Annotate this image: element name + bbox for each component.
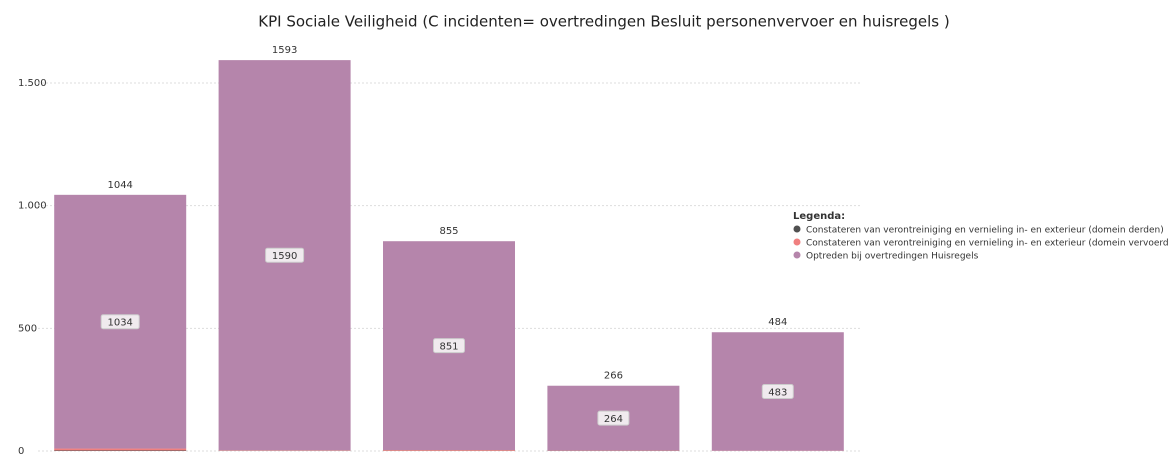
chart-title: KPI Sociale Veiligheid (C incidenten= ov… (258, 13, 949, 31)
data-label: 483 (768, 387, 787, 398)
bar-segment (54, 448, 187, 451)
legend-swatch (793, 225, 801, 233)
data-label-box (265, 247, 305, 263)
data-label-box (761, 383, 794, 399)
legend-label: Constateren van verontreiniging en verni… (806, 226, 1164, 236)
y-tick-label: 0 (18, 446, 24, 457)
data-label-box (433, 338, 465, 354)
y-tick-label: 1.000 (18, 201, 47, 212)
legend-label: Optreden bij overtredingen Huisregels (806, 252, 979, 262)
y-tick-label: 500 (18, 323, 37, 334)
total-label: 1044 (107, 180, 132, 191)
bar-segment (383, 450, 515, 451)
data-label: 1590 (272, 251, 297, 262)
legend-swatch (793, 238, 801, 246)
total-label: 266 (604, 371, 623, 382)
total-label: 855 (439, 226, 458, 237)
legend-swatch (793, 251, 801, 259)
data-label: 1034 (107, 318, 132, 329)
y-tick-label: 1.500 (18, 78, 47, 89)
data-label: 264 (604, 414, 623, 425)
legend-label: Constateren van verontreiniging en verni… (806, 239, 1169, 249)
data-label-box (597, 410, 630, 426)
data-label-box (100, 314, 140, 330)
data-label: 851 (439, 342, 458, 353)
total-label: 1593 (272, 45, 297, 56)
legend-title: Legenda: (793, 211, 845, 222)
total-label: 484 (768, 317, 787, 328)
